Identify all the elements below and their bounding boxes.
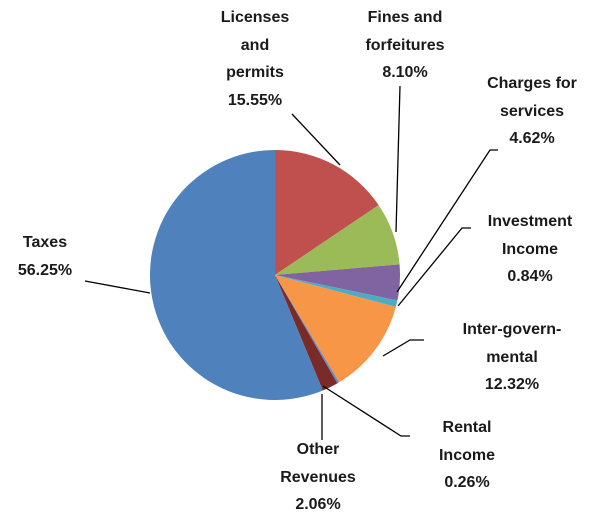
slice-label: Inter-govern-mental 12.32% <box>454 316 570 399</box>
slice-label: Fines and forfeitures 8.10% <box>350 4 460 87</box>
pie-slice <box>150 150 323 400</box>
category-label: Inter-govern-mental <box>462 321 562 366</box>
leader-line <box>322 385 410 437</box>
slice-label: Licenses and permits 15.55% <box>215 4 295 114</box>
value-label: 4.62% <box>509 130 555 147</box>
pie-slice <box>275 150 379 275</box>
leader-line <box>382 339 424 357</box>
leader-line <box>395 85 401 233</box>
category-label: Fines and forfeitures <box>365 9 445 54</box>
value-label: 15.55% <box>227 91 283 109</box>
slice-label: Rental Income 0.26% <box>422 414 512 497</box>
category-label: Other Revenues <box>280 441 356 486</box>
value-label: 0.84% <box>507 268 553 285</box>
leader-line <box>397 227 471 307</box>
leader-line <box>396 149 498 293</box>
pie-slice <box>275 275 398 307</box>
leader-line <box>291 113 341 166</box>
leader-lines <box>84 85 498 440</box>
category-label: Charges for services <box>487 75 577 120</box>
value-label: 2.06% <box>295 496 341 513</box>
slice-label: Investment Income 0.84% <box>478 208 582 291</box>
category-label: Investment Income <box>487 213 573 258</box>
category-label: Rental Income <box>438 419 495 464</box>
pie-slice <box>275 275 338 391</box>
category-label: Taxes <box>22 234 68 251</box>
slice-label: Other Revenues 2.06% <box>270 436 366 519</box>
pie-slice <box>275 275 340 384</box>
category-label: Licenses and permits <box>220 9 290 81</box>
value-label: 12.32% <box>484 376 540 393</box>
pie-slice <box>275 275 396 383</box>
slice-label: Charges for services 4.62% <box>475 70 589 153</box>
slices <box>150 150 400 400</box>
slice-label: Taxes 56.25% <box>0 229 90 284</box>
value-label: 56.25% <box>17 261 73 279</box>
pie-slice <box>275 205 400 275</box>
value-label: 0.26% <box>444 474 490 491</box>
value-label: 8.10% <box>382 64 428 81</box>
leader-line <box>84 280 151 294</box>
pie-slice <box>275 264 400 301</box>
